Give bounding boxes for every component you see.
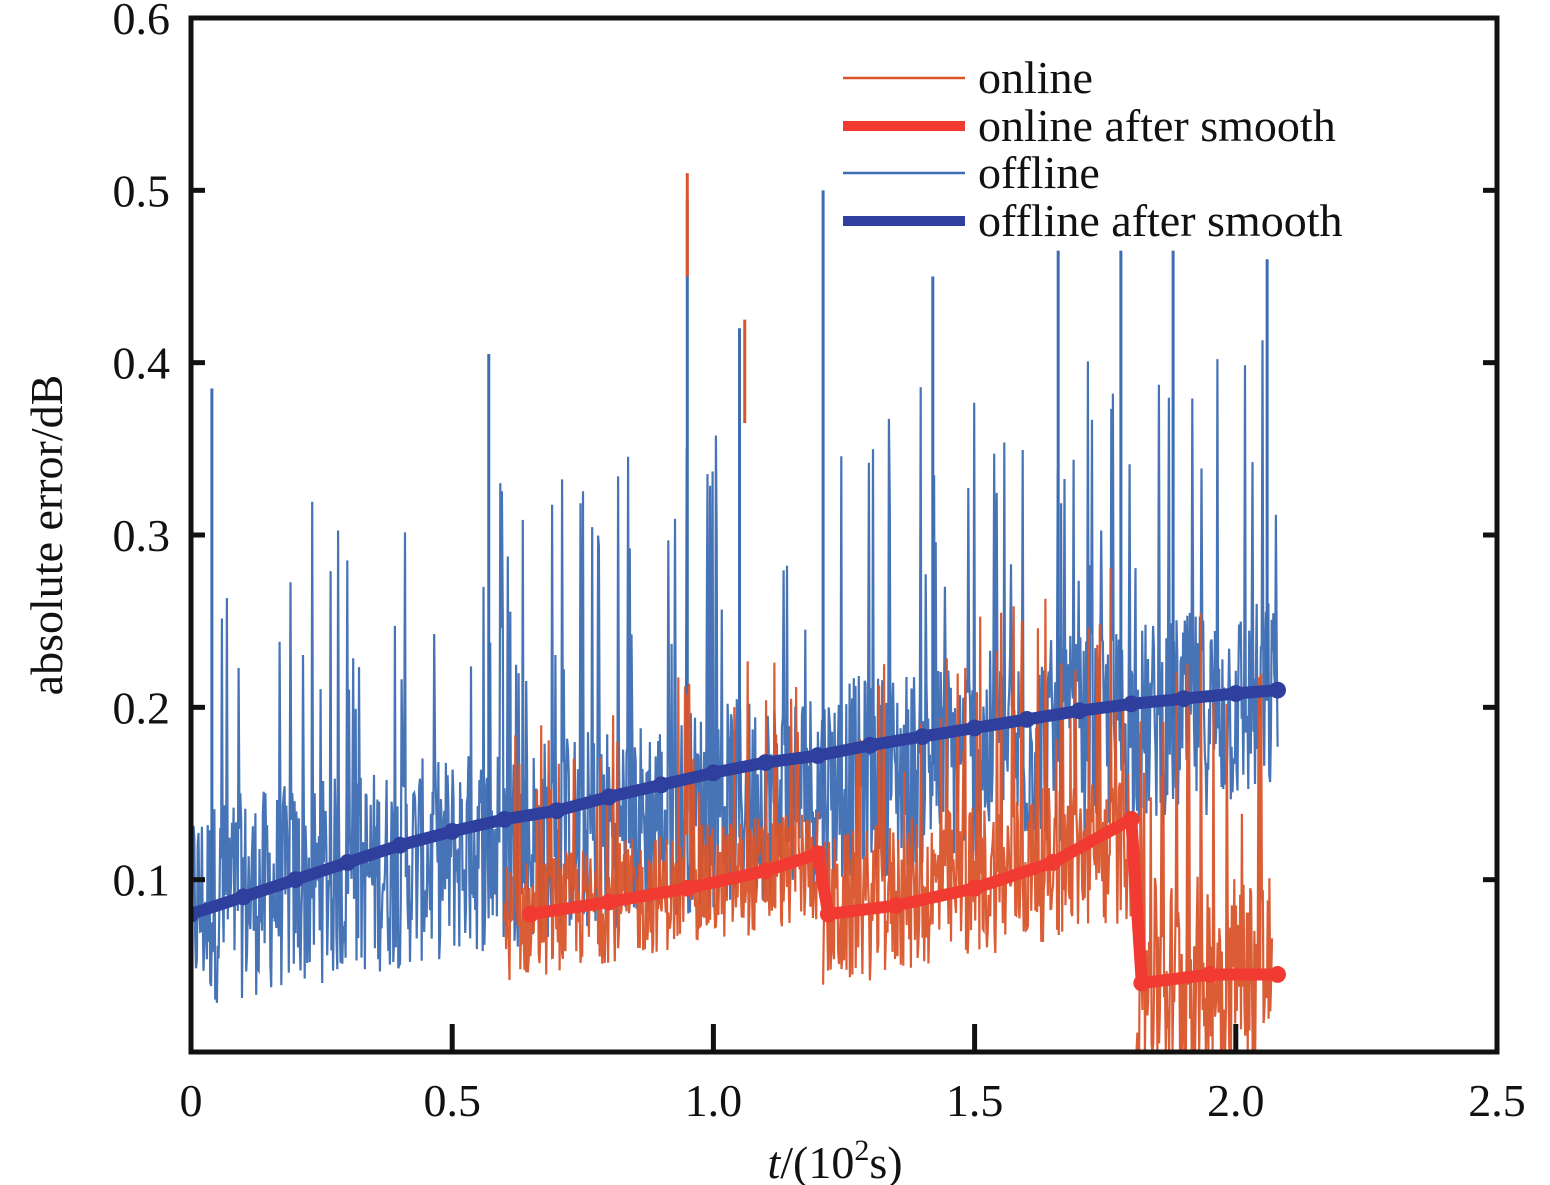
series-online-after-smooth-point	[600, 893, 618, 911]
x-tick-label: 2.0	[1207, 1075, 1265, 1126]
tick-labels-layer: 0 0.5 1.0 1.5 2.0 2.5 0.1 0.2 0.3 0.4 0.5 0.6	[113, 0, 1526, 1126]
series-offline-after-smooth-point	[861, 736, 879, 754]
series-online-after-smooth-point	[1044, 854, 1062, 871]
series-offline-after-smooth-point	[705, 764, 722, 782]
series-online-segment-1	[822, 567, 1132, 985]
series-online-after-smooth-point	[678, 879, 696, 897]
series-online-after-smooth-point	[887, 897, 905, 914]
series-online-after-smooth-point	[1122, 810, 1140, 828]
x-tick-label: 0.5	[423, 1075, 481, 1126]
series-offline-after-smooth-point	[966, 719, 983, 737]
series-offline-after-smooth-point	[443, 823, 461, 840]
series-online	[503, 173, 1274, 1052]
series-offline-after-smooth-line	[191, 684, 1284, 921]
series-online-after-smooth-point	[819, 905, 837, 923]
series-offline-after-smooth-point	[1018, 710, 1036, 728]
ticks-layer	[188, 15, 1500, 1052]
y-tick-label: 0.2	[113, 682, 171, 733]
series-offline-after-smooth-point	[1227, 685, 1245, 702]
series-online-segment-2	[1135, 612, 1274, 1052]
y-axis-title: absolute error/dB	[21, 375, 72, 696]
y-tick-label: 0.3	[113, 510, 171, 561]
series-offline-after-smooth-point	[757, 754, 775, 771]
x-axis-title-sup: 2	[854, 1134, 869, 1167]
series-offline-after-smooth-point	[234, 888, 252, 906]
series-offline-after-smooth-point	[1122, 695, 1140, 713]
legend-label: online after smooth	[978, 100, 1336, 151]
series-layer	[191, 173, 1286, 1052]
series-online-after-smooth-point	[966, 879, 983, 897]
series-offline-after-smooth-point	[809, 747, 827, 764]
x-axis-title-italic: t	[767, 1137, 781, 1185]
series-offline-after-smooth-point	[652, 776, 670, 794]
x-tick-label: 1.5	[946, 1075, 1004, 1126]
series-offline-after-smooth-point	[287, 871, 304, 889]
series-offline-after-smooth-point	[548, 802, 566, 820]
series-offline-after-smooth-point	[1269, 681, 1286, 699]
y-tick-label: 0.5	[113, 165, 171, 216]
y-tick-label: 0.4	[113, 338, 171, 389]
series-offline-after-smooth-point	[339, 854, 357, 871]
x-tick-label: 2.5	[1468, 1075, 1526, 1126]
series-online-after-smooth-point	[1133, 974, 1151, 992]
legend-label: online	[978, 52, 1093, 103]
y-tick-label: 0.6	[113, 0, 171, 44]
series-online-after-smooth-point	[757, 862, 775, 880]
legend-label: offline after smooth	[978, 195, 1343, 246]
series-offline-after-smooth-point	[496, 810, 513, 828]
series-offline-after-smooth-point	[1175, 690, 1192, 708]
x-axis-title-main: /(10	[780, 1137, 854, 1185]
y-tick-label: 0.1	[113, 855, 171, 906]
series-offline-after-smooth-point	[1070, 702, 1088, 720]
series-offline-after-smooth-point	[391, 836, 409, 854]
x-tick-label: 1.0	[685, 1075, 743, 1126]
series-offline-after-smooth-point	[600, 788, 618, 806]
series-online-after-smooth-point	[1269, 966, 1286, 983]
series-offline-after-smooth-point	[913, 728, 931, 746]
series-online-after-smooth-point	[809, 845, 827, 863]
series-online-after-smooth-point	[1201, 966, 1219, 983]
x-axis-title-end: s)	[869, 1137, 902, 1185]
x-axis-title: t/(102s)	[767, 1134, 902, 1185]
series-online-segment-0	[503, 661, 819, 981]
series-online-after-smooth-point	[522, 905, 539, 923]
x-tick-label: 0	[180, 1075, 203, 1126]
legend-label: offline	[978, 147, 1100, 198]
